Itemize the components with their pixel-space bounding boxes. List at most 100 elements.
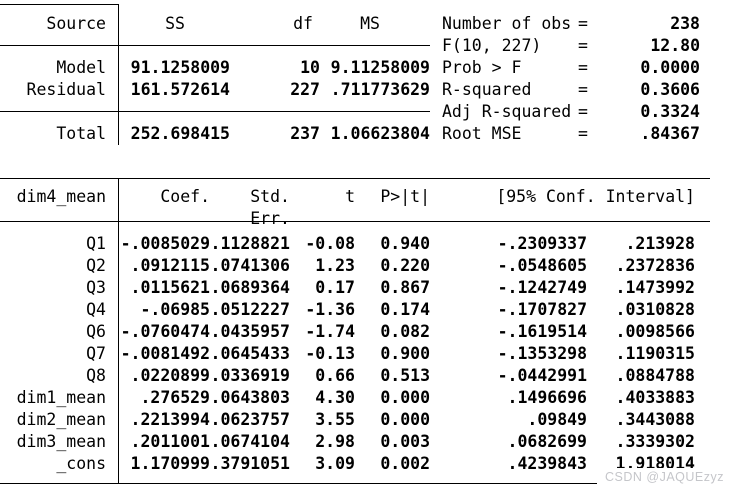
anova-row: Residual 161.572614 227 .711773629 <box>0 79 430 101</box>
ci-lower-value: -.1619514 <box>497 322 587 341</box>
anova-separator-rule <box>0 101 430 123</box>
coef-value: .0115621 <box>130 278 210 297</box>
model-stat-equals-sign: = <box>578 124 588 143</box>
ci-lower-value: -.1707827 <box>497 300 587 319</box>
horizontal-rule <box>0 111 430 112</box>
anova-total-ss-value: 252.698415 <box>130 124 230 143</box>
p-value: 0.000 <box>380 388 430 407</box>
anova-ss-value: 161.572614 <box>130 80 230 99</box>
t-value: -0.13 <box>305 344 355 363</box>
stderr-value: .0674104 <box>210 432 290 451</box>
p-value: 0.082 <box>380 322 430 341</box>
anova-top-rule <box>0 4 119 5</box>
ci-upper-value: .3339302 <box>615 432 695 451</box>
coef-row: Q6 -.0760474.0435957 -1.74 0.082 -.1619514 .0… <box>0 321 710 343</box>
stderr-value: .3791051 <box>210 454 290 473</box>
anova-header-source: Source <box>46 14 106 33</box>
p-value: 0.867 <box>380 278 430 297</box>
ci-upper-value: .0098566 <box>615 322 695 341</box>
model-stat-equals-sign: = <box>578 80 588 99</box>
coef-value: -.0081492 <box>120 344 210 363</box>
model-stat-label: Adj R-squared <box>442 102 572 121</box>
coef-row-label: dim2_mean <box>16 410 106 429</box>
t-value: -1.74 <box>305 322 355 341</box>
coef-row: dim2_mean .2213994.0623757 3.55 0.000 .09849… <box>0 409 710 431</box>
ci-lower-value: -.0548605 <box>497 256 587 275</box>
anova-header-ms: MS <box>360 14 380 33</box>
horizontal-rule <box>0 45 430 46</box>
coef-value: 1.170999 <box>130 454 210 473</box>
coef-row-label: dim3_mean <box>16 432 106 451</box>
coef-row-label: Q8 <box>86 366 106 385</box>
model-stat-value: .84367 <box>640 124 700 143</box>
coef-row: dim1_mean .276529.0643803 4.30 0.000 .149669… <box>0 387 710 409</box>
watermark: CSDN @JAQUEzyz <box>596 468 727 493</box>
ci-upper-value: .4033883 <box>615 388 695 407</box>
model-stat-label: Root MSE <box>442 124 522 143</box>
ci-upper-value: .0310828 <box>615 300 695 319</box>
ci-lower-value: .1496696 <box>507 388 587 407</box>
model-stat-equals-sign: = <box>578 58 588 77</box>
p-value: 0.003 <box>380 432 430 451</box>
model-stat-label: Prob > F <box>442 58 522 77</box>
t-value: 3.09 <box>315 454 355 473</box>
t-value: 0.17 <box>315 278 355 297</box>
model-stat-row: Adj R-squared = 0.3324 <box>442 101 700 123</box>
ci-lower-value: -.1242749 <box>497 278 587 297</box>
coef-row: Q8 .0220899.0336919 0.66 0.513 -.0442991 .088… <box>0 365 710 387</box>
anova-ss-value: 91.1258009 <box>130 58 230 77</box>
anova-total-df-value: 237 <box>290 124 320 143</box>
anova-total-label: Total <box>56 124 106 143</box>
coef-row: Q1 -.0085029.1128821 -0.08 0.940 -.2309337 .2… <box>0 233 710 255</box>
coef-value: -.0085029 <box>120 234 210 253</box>
coef-header-ci: [95% Conf. Interval] <box>496 187 695 206</box>
ci-lower-value: -.1353298 <box>497 344 587 363</box>
ci-lower-value: .4239843 <box>507 454 587 473</box>
p-value: 0.513 <box>380 366 430 385</box>
ci-lower-value: .09849 <box>527 410 587 429</box>
stderr-value: .0623757 <box>210 410 290 429</box>
coef-header-depvar: dim4_mean <box>16 187 106 206</box>
coef-header-p: P>|t| <box>380 187 430 206</box>
anova-header-ss: SS <box>165 14 185 33</box>
coef-header-coef: Coef. <box>160 187 210 206</box>
coef-value: -.0760474 <box>120 322 210 341</box>
anova-total-row: Total 252.698415 237 1.06623804 <box>0 123 430 145</box>
model-stat-value: 0.0000 <box>640 58 700 77</box>
model-stat-label: R-squared <box>442 80 532 99</box>
p-value: 0.174 <box>380 300 430 319</box>
model-stats-block: Number of obs = 238 F(10, 227) = 12.80 Prob > … <box>442 13 700 145</box>
model-stat-row: Number of obs = 238 <box>442 13 700 35</box>
coef-header-t: t <box>345 187 355 206</box>
ci-lower-value: -.2309337 <box>497 234 587 253</box>
t-value: -0.08 <box>305 234 355 253</box>
coef-row: Q7 -.0081492.0645433 -0.13 0.900 -.1353298 .1… <box>0 343 710 365</box>
anova-ms-value: .711773629 <box>330 80 430 99</box>
stderr-value: .0689364 <box>210 278 290 297</box>
coef-row-label: Q6 <box>86 322 106 341</box>
anova-df-value: 10 <box>300 58 320 77</box>
stderr-value: .0643803 <box>210 388 290 407</box>
p-value: 0.900 <box>380 344 430 363</box>
anova-vertical-divider <box>118 4 119 145</box>
coef-row: Q2 .0912115.0741306 1.23 0.220 -.0548605 .237… <box>0 255 710 277</box>
coef-row-label: Q7 <box>86 344 106 363</box>
anova-header-df: df <box>293 14 313 33</box>
ci-upper-value: .2372836 <box>615 256 695 275</box>
stderr-value: .0435957 <box>210 322 290 341</box>
stderr-value: .0645433 <box>210 344 290 363</box>
coef-row: dim3_mean .2011001.0674104 2.98 0.003 .06826… <box>0 431 710 453</box>
model-stat-label: Number of obs <box>442 14 572 33</box>
anova-header-row: Source SS df MS <box>0 4 430 35</box>
coef-row-label: dim1_mean <box>16 388 106 407</box>
coef-body-rows: Q1 -.0085029.1128821 -0.08 0.940 -.2309337 .2… <box>0 222 710 484</box>
ci-lower-value: -.0442991 <box>497 366 587 385</box>
anova-row-label: Model <box>56 58 106 77</box>
ci-lower-value: .0682699 <box>507 432 587 451</box>
model-stat-row: Root MSE = .84367 <box>442 123 700 145</box>
coef-row-label: Q2 <box>86 256 106 275</box>
coef-row-label: Q3 <box>86 278 106 297</box>
stderr-value: .0741306 <box>210 256 290 275</box>
anova-row-label: Residual <box>26 80 106 99</box>
